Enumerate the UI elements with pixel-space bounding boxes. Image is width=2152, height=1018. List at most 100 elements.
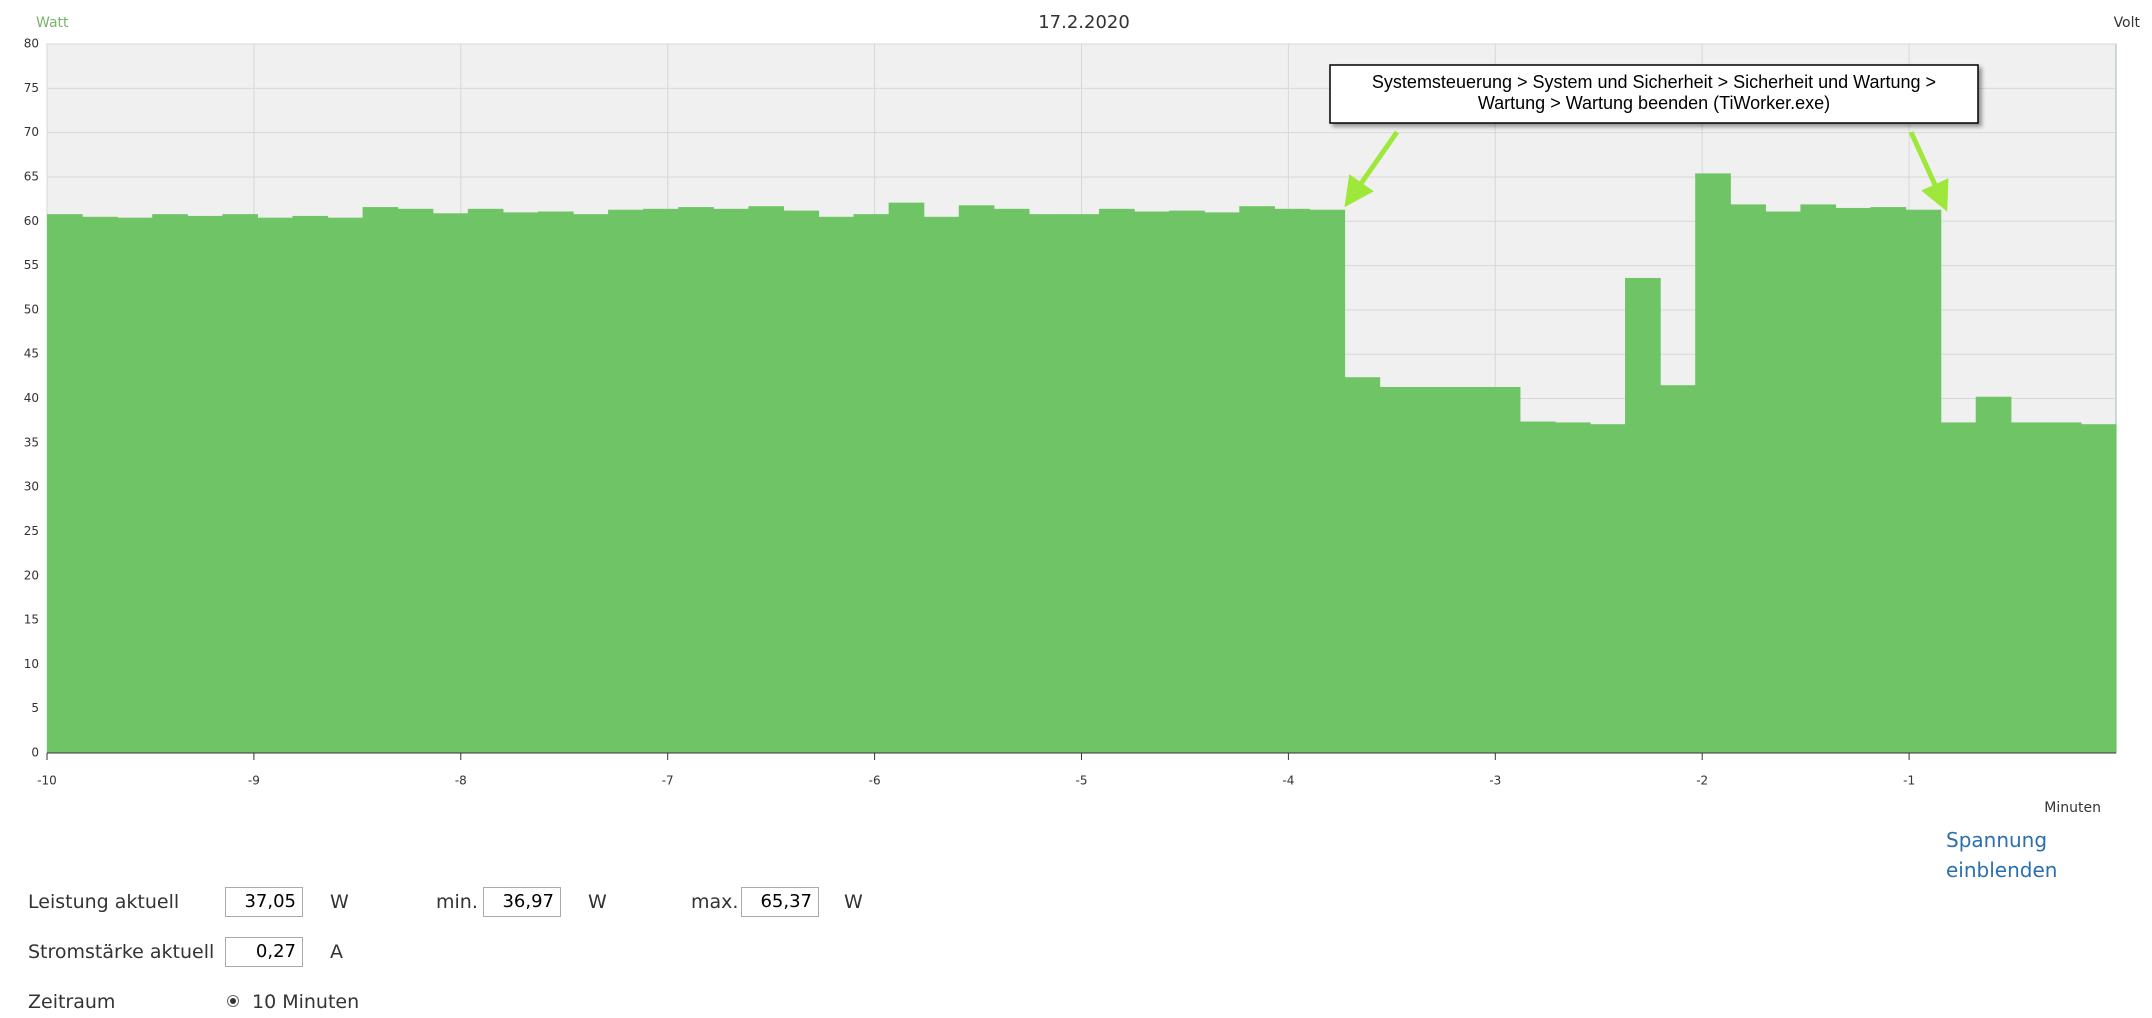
bar [1589, 424, 1626, 753]
input[interactable]: 36,97 [483, 887, 561, 917]
input[interactable]: 65,37 [741, 887, 819, 917]
chart-title: 17.2.2020 [1038, 12, 1130, 33]
bar [1134, 211, 1170, 754]
bar [643, 208, 679, 753]
label: Zeitraum [28, 991, 116, 1013]
bar [608, 209, 644, 753]
bar [1905, 209, 1942, 753]
x-tick-label: -7 [662, 774, 674, 788]
bar [187, 215, 223, 753]
y2-axis-label: Volt [2114, 15, 2141, 31]
x-tick-label: -10 [37, 774, 57, 788]
unit: W [330, 891, 349, 913]
bar [783, 210, 820, 754]
bar [1975, 396, 2012, 753]
bar [1063, 214, 1100, 753]
bar [993, 208, 1030, 753]
bar [888, 202, 925, 754]
label: Leistung aktuell [28, 891, 180, 913]
bar [573, 214, 609, 753]
bar [432, 213, 469, 753]
bar [1274, 208, 1311, 753]
bar [1695, 173, 1731, 753]
bar [1414, 386, 1451, 753]
bar [502, 212, 539, 753]
bar [467, 208, 504, 753]
radio-label[interactable]: 10 Minuten [252, 991, 360, 1013]
bar [2045, 422, 2082, 753]
x-tick-label: -2 [1696, 774, 1708, 788]
chart: Watt Volt 17.2.2020 Minuten 0 5 10 15 20 25 30… [24, 12, 2141, 816]
unit: A [330, 941, 343, 963]
y-tick-label: 25 [24, 524, 39, 538]
bar [748, 206, 785, 754]
bar [1800, 204, 1837, 753]
bar [1344, 377, 1381, 753]
bar [923, 216, 960, 754]
bar [1940, 422, 1977, 753]
x-tick-label: -5 [1076, 774, 1088, 788]
bar [1519, 421, 1556, 753]
bar [1309, 209, 1346, 753]
bar [1449, 386, 1486, 753]
y-tick-label: 5 [31, 701, 39, 715]
bar [1099, 208, 1135, 753]
bar [257, 217, 294, 753]
bar [1554, 422, 1591, 753]
y-tick-label: 75 [24, 81, 39, 95]
bar [1660, 385, 1696, 753]
bar [1484, 386, 1521, 753]
y-tick-label: 70 [24, 125, 39, 139]
bar [152, 214, 188, 753]
annotation: Systemsteuerung > System und Sicherheit … [1372, 72, 1936, 92]
x-tick-label: -4 [1282, 774, 1294, 788]
arrow [1908, 130, 1949, 212]
bar [1204, 212, 1240, 753]
x-tick-label: -3 [1489, 774, 1501, 788]
bar [958, 205, 995, 754]
radio[interactable] [227, 995, 239, 1007]
annotation-box [1329, 64, 1979, 124]
unit: W [844, 891, 863, 913]
x-tick-label: -9 [248, 774, 260, 788]
x-tick-label: -6 [869, 774, 881, 788]
bar [1765, 211, 1801, 754]
y-axis-label: Watt [36, 15, 69, 31]
bar [222, 214, 259, 753]
y-tick-label: 35 [24, 435, 39, 449]
bar [678, 207, 714, 753]
bar [1730, 204, 1766, 753]
bar [292, 215, 329, 753]
toggle-voltage-link[interactable]: Spannung einblenden [1946, 828, 2058, 882]
bar [1835, 207, 1872, 754]
input[interactable]: 37,05 [225, 887, 303, 917]
bar [1028, 214, 1065, 753]
bar [1870, 207, 1907, 753]
y-tick-label: 45 [24, 347, 39, 361]
bar [853, 214, 890, 753]
label: max. [691, 891, 739, 913]
y-tick-label: 40 [24, 391, 39, 405]
y-tick-label: 30 [24, 480, 39, 494]
bar [1625, 277, 1661, 753]
bar [818, 216, 855, 754]
annotation: Wartung > Wartung beenden (TiWorker.exe) [1478, 93, 1830, 113]
label: min. [436, 891, 478, 913]
bar [362, 207, 399, 753]
bar [397, 208, 434, 753]
y-tick-label: 50 [24, 302, 39, 316]
bar [117, 217, 153, 753]
bar [82, 216, 118, 754]
input[interactable]: 0,27 [225, 937, 303, 967]
bar [537, 211, 574, 754]
y-tick-label: 15 [24, 613, 39, 627]
y-tick-label: 20 [24, 568, 39, 582]
bar [47, 214, 83, 753]
y-tick-label: 55 [24, 258, 39, 272]
unit: W [588, 891, 607, 913]
y-tick-label: 0 [31, 746, 39, 760]
y-tick-label: 10 [24, 657, 39, 671]
arrow [1344, 130, 1400, 208]
x-axis-label: Minuten [2044, 800, 2101, 816]
